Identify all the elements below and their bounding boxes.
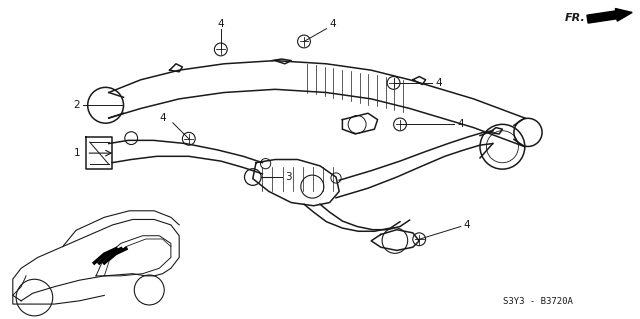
Text: 2: 2: [74, 100, 80, 110]
FancyArrow shape: [587, 9, 632, 23]
Text: 3: 3: [285, 172, 291, 182]
Text: 1: 1: [74, 148, 80, 158]
Text: 4: 4: [330, 19, 336, 29]
Text: 4: 4: [464, 220, 470, 230]
Text: 4: 4: [160, 113, 166, 123]
Text: S3Y3 - B3720A: S3Y3 - B3720A: [502, 297, 573, 306]
Text: 4: 4: [435, 78, 442, 88]
Text: 4: 4: [458, 119, 464, 130]
Text: 4: 4: [218, 19, 224, 29]
Text: FR.: FR.: [565, 12, 586, 23]
